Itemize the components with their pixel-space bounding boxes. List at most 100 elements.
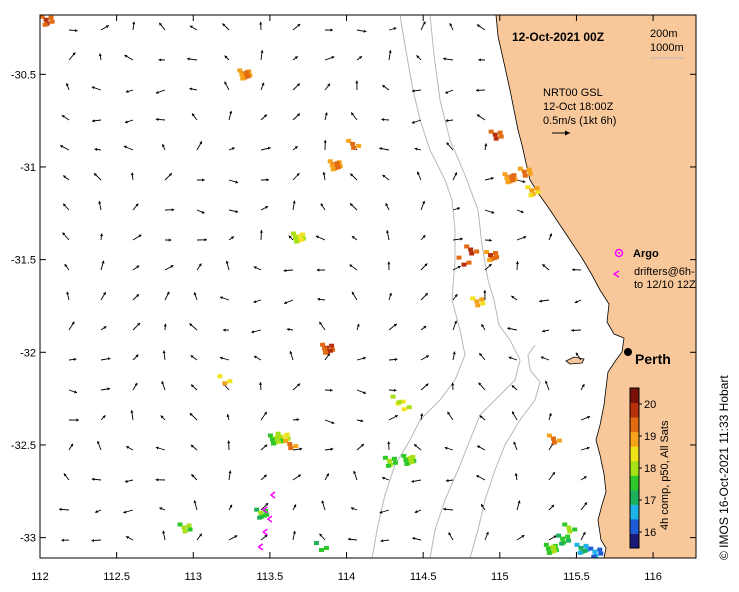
current-arrow	[476, 24, 486, 31]
current-arrow	[475, 88, 486, 92]
current-arrow	[253, 355, 262, 361]
current-arrow	[445, 479, 454, 483]
current-arrow	[572, 268, 582, 272]
current-arrow	[478, 382, 486, 391]
current-arrow	[420, 355, 430, 361]
current-arrow	[356, 419, 364, 423]
plot-frame	[39, 14, 697, 559]
current-arrow	[224, 81, 230, 91]
x-tick-label: 113.5	[257, 571, 284, 583]
current-arrow	[62, 232, 70, 241]
current-arrow	[350, 507, 358, 511]
current-arrow	[379, 509, 390, 514]
current-arrow	[123, 145, 134, 151]
sst-patch	[346, 138, 362, 150]
current-arrow	[513, 441, 518, 451]
current-arrow	[158, 58, 166, 62]
current-arrow	[548, 535, 557, 541]
current-arrow	[219, 356, 230, 361]
drifter-marker	[262, 506, 268, 514]
source-line-1: NRT00 GSL	[543, 87, 603, 99]
current-arrow	[228, 209, 239, 214]
current-arrow	[323, 139, 327, 151]
current-arrow	[260, 178, 269, 182]
current-arrow	[420, 413, 424, 421]
current-arrow	[511, 295, 518, 301]
current-arrow	[318, 321, 326, 331]
scale-arrow	[552, 130, 570, 136]
current-arrow	[443, 507, 454, 511]
sst-patch	[327, 159, 343, 172]
current-arrow	[507, 327, 518, 331]
current-arrow	[483, 290, 487, 301]
current-arrow	[316, 268, 326, 272]
current-arrow	[289, 350, 294, 361]
colorbar-segment	[630, 446, 639, 462]
current-arrow	[125, 89, 134, 93]
sst-patch	[556, 533, 572, 546]
current-arrow	[159, 507, 166, 511]
current-arrow	[382, 84, 390, 91]
current-arrow	[253, 266, 262, 271]
current-arrow	[292, 55, 299, 61]
current-arrow	[516, 534, 525, 541]
drifter-marker	[269, 491, 276, 499]
current-arrow	[132, 265, 140, 271]
x-tick-label: 114	[338, 571, 356, 583]
sst-colorbar: 20 19 18 17 16	[629, 387, 656, 549]
current-arrow	[251, 329, 262, 334]
current-arrow	[541, 329, 550, 333]
source-line-2: 12-Oct 18:00Z	[543, 101, 614, 113]
current-arrow	[445, 119, 454, 123]
current-arrow	[132, 293, 140, 301]
current-arrow	[388, 50, 392, 61]
current-arrow	[539, 299, 550, 303]
current-arrow	[292, 530, 296, 541]
y-tick-label: -31.5	[11, 255, 36, 267]
current-arrow	[514, 473, 518, 481]
current-arrow	[94, 147, 102, 151]
sst-patches	[40, 15, 604, 558]
current-arrow	[416, 55, 422, 61]
current-arrow	[292, 474, 302, 481]
current-arrow	[420, 325, 427, 331]
colorbar-label: 4h comp, p50, All Sats	[659, 420, 671, 530]
sst-patch	[396, 400, 412, 412]
current-arrow	[68, 389, 78, 394]
current-arrow	[93, 172, 102, 181]
sst-patch	[488, 129, 504, 141]
island	[565, 356, 585, 365]
colorbar-segment	[630, 475, 639, 491]
current-arrow	[292, 504, 297, 511]
sst-patch	[484, 250, 500, 263]
current-arrow	[388, 292, 392, 301]
sst-patch	[320, 342, 336, 355]
current-arrow	[100, 260, 105, 271]
current-arrow	[480, 503, 486, 511]
current-arrow	[511, 384, 518, 391]
current-arrow	[292, 23, 301, 31]
current-arrow	[160, 415, 166, 421]
current-arrow	[130, 172, 134, 181]
current-arrow	[64, 263, 70, 271]
current-arrow	[414, 509, 422, 514]
x-tick-label: 114.5	[410, 571, 437, 583]
x-tick-label: 116	[644, 571, 662, 583]
sst-patch	[588, 546, 604, 558]
current-arrow	[580, 475, 587, 481]
sst-patch	[267, 433, 283, 446]
sst-patch	[283, 439, 299, 451]
current-arrow	[322, 171, 326, 181]
current-arrow	[452, 207, 461, 211]
current-arrow	[416, 171, 422, 181]
current-arrow	[448, 532, 454, 541]
current-arrow	[283, 269, 294, 273]
current-arrow	[540, 356, 550, 361]
current-arrow	[130, 410, 134, 421]
current-arrow	[478, 58, 486, 62]
current-arrow	[228, 535, 238, 541]
current-arrow	[288, 235, 294, 241]
current-arrow	[575, 352, 582, 361]
current-arrow	[132, 203, 139, 211]
current-arrow	[91, 477, 102, 481]
